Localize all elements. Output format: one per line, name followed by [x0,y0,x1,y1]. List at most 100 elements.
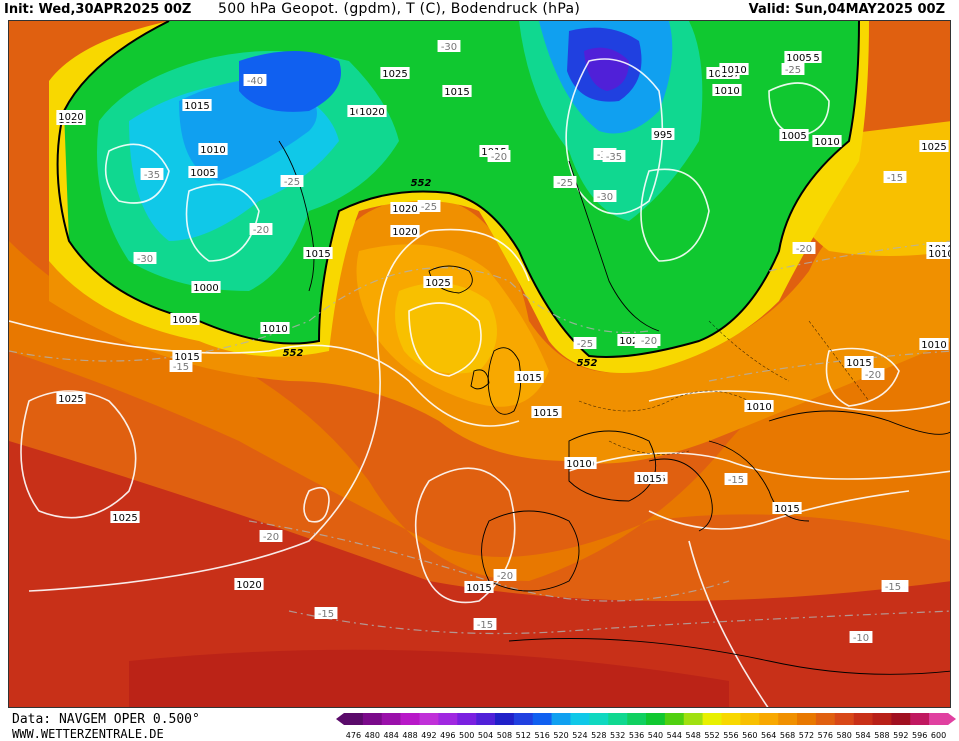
isobar-label-bg [744,400,774,412]
isobar-label-bg [919,140,949,152]
legend-tick-label: 492 [421,731,436,740]
isobar-label-bg [779,129,809,141]
temperature-label: -30 [441,42,457,53]
isobar-label: 1015 [516,373,541,384]
legend-swatch [495,713,515,725]
legend-swatch [759,713,779,725]
isobar-label: 1000 [193,283,218,294]
temperature-label-bg [417,200,441,212]
isobar-label-bg [423,276,453,288]
data-source: Data: NAVGEM OPER 0.500° [12,712,200,727]
legend-arrow-right [948,713,956,725]
isobar-label: 1010 [262,324,287,335]
legend-tick-label: 580 [837,731,852,740]
low-center [584,47,629,91]
isobar-label: 1020 [392,227,417,238]
isobar-label-bg [844,356,874,368]
temperature-label-bg [487,150,511,162]
isobar-label-bg [182,99,212,111]
isobar-label: 1010 [814,137,839,148]
legend-swatch [664,713,685,725]
temperature-label-bg [637,334,661,346]
isobar-label-bg [390,225,420,237]
legend-swatch [778,713,798,725]
geopotential-label: 552 [411,178,432,189]
isobar-label: 1015 [846,358,871,369]
legend-arrow-left [336,713,344,725]
temperature-label: -20 [641,336,657,347]
legend-swatch [381,713,401,725]
isobar-label-bg [56,110,86,122]
temperature-label-bg [473,618,497,630]
warm-field-south [9,441,950,707]
legend-swatch [532,713,552,725]
legend-tick-label: 596 [912,731,927,740]
isobar-label-bg [772,502,802,514]
temperature-label: -15 [477,620,493,631]
color-legend-bar: 476 480 484 488 492 496 500 504 508 512 516 520 524 5… [336,713,956,740]
legend-swatch [589,713,609,725]
temperature-label: -40 [247,76,263,87]
legend-tick-label: 516 [535,731,550,740]
temperature-label-bg [314,607,338,619]
legend-swatch [891,713,911,725]
temperature-label: -30 [137,254,153,265]
legend-swatch [570,713,590,725]
borders [578,320,870,455]
geopotential-label: 552 [283,348,304,359]
temperature-label-bg [724,473,748,485]
temperature-label-bg [593,190,617,202]
isobar-label-bg [390,202,420,214]
warm-field-core [129,649,729,707]
legend-swatch [646,713,666,725]
temperature-label-bg [493,569,517,581]
geopotential-552-contour [56,21,860,358]
legend-tick-label: 560 [742,731,757,740]
temperature-label: -20 [491,152,507,163]
legend-swatch [551,713,571,725]
temperature-label-bg [169,360,193,372]
isobar-label-bg [260,322,290,334]
isobar-label: 1015 [305,249,330,260]
isobar-label: 1005 [781,131,806,142]
legend-swatch [740,713,760,725]
legend-tick-label: 600 [931,731,946,740]
isobar-label: 1015 [174,352,199,363]
map-labels: 1015 1025 1010 1005 1015 1005 1020 1015 1010 1005… [56,40,950,644]
map-title: 500 hPa Geopot. (gpdm), T (C), Bodendruc… [218,1,581,17]
temperature-label-bg [881,580,905,592]
valid-time: Valid: Sun,04MAY2025 00Z [748,2,945,17]
temperature-label-bg [437,40,461,52]
legend-swatch [362,713,383,725]
temperature-label: -25 [284,177,300,188]
website-link[interactable]: WWW.WETTERZENTRALE.DE [12,727,164,741]
temperature-label: -20 [796,244,812,255]
isobar-label-bg [812,135,842,147]
isobar-label-bg [234,578,264,590]
temperature-label: -20 [497,571,513,582]
isobar-label: 1015 [466,583,491,594]
legend-tick-label: 544 [667,731,682,740]
legend-tick-label: 540 [648,731,663,740]
legend-tick-label: 512 [516,731,531,740]
temperature-label: -20 [865,370,881,381]
isobar-label: 1020 [619,336,644,347]
temperature-label-bg [573,337,597,349]
isobar-label: 1025 [58,394,83,405]
temperature-label-bg [849,631,873,643]
isobar-label-bg [380,67,410,79]
legend-swatch [608,713,628,725]
temperature-label: -15 [173,362,189,373]
temperature-label: -15 [728,475,744,486]
temperature-label-bg [602,150,626,162]
legend-swatch [513,713,534,725]
legend-tick-label: 568 [780,731,795,740]
legend-tick-label: 528 [591,731,606,740]
legend-tick-label: 496 [440,731,455,740]
isobar-label: 1010 [200,145,225,156]
isobar-label: 1020 [58,112,83,123]
legend-tick-label: 480 [365,731,380,740]
temperature-label-bg [243,74,267,86]
isobar-label: 1005 [786,53,811,64]
isobar-label: 1020 [236,580,261,591]
